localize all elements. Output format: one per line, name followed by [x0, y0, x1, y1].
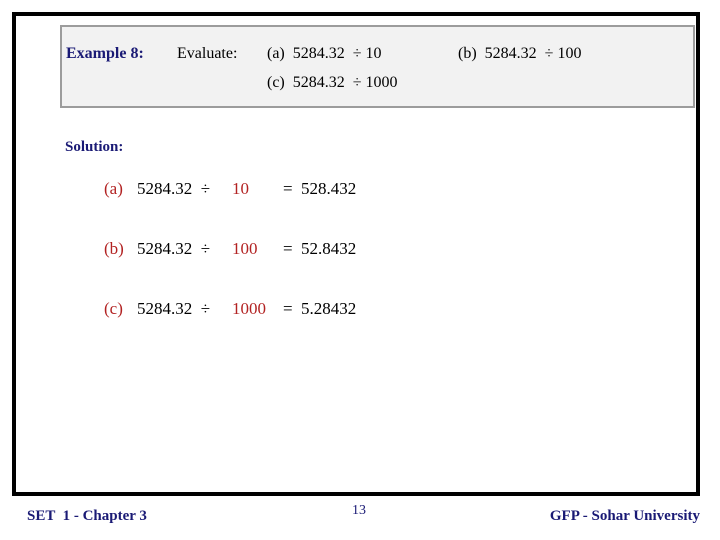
equals-sign: =: [283, 179, 293, 198]
example-item-c: (c) 5284.32 ÷ 1000: [267, 74, 398, 91]
solution-heading: Solution:: [65, 139, 124, 155]
equals-sign: =: [283, 239, 293, 258]
item-label: (b): [104, 239, 124, 258]
item-label: (a): [104, 179, 123, 198]
footer-course-label: SET 1 - Chapter 3: [27, 508, 147, 524]
footer-institution-label: GFP - Sohar University: [549, 508, 700, 524]
solution-row-a: (a) 5284.32 ÷ 10 = 528.432: [104, 180, 356, 197]
page-number: 13: [352, 503, 366, 518]
result-value: 528.432: [301, 179, 357, 198]
expression-lhs: 5284.32 ÷: [137, 299, 211, 318]
example-title: Example 8:: [66, 45, 144, 62]
solution-row-c: (c) 5284.32 ÷ 1000 = 5.28432: [104, 300, 356, 317]
item-label: (c): [104, 299, 123, 318]
example-box: [60, 25, 695, 108]
result-value: 5.28432: [301, 299, 357, 318]
example-item-b: (b) 5284.32 ÷ 100: [458, 45, 582, 62]
example-item-a: (a) 5284.32 ÷ 10: [267, 45, 382, 62]
expression-lhs: 5284.32 ÷: [137, 179, 211, 198]
solution-row-b: (b) 5284.32 ÷ 100 = 52.8432: [104, 240, 356, 257]
result-value: 52.8432: [301, 239, 357, 258]
equals-sign: =: [283, 299, 293, 318]
divisor: 100: [232, 239, 258, 258]
example-prompt: Evaluate:: [177, 45, 238, 62]
divisor: 10: [232, 179, 249, 198]
expression-lhs: 5284.32 ÷: [137, 239, 211, 258]
divisor: 1000: [232, 299, 266, 318]
